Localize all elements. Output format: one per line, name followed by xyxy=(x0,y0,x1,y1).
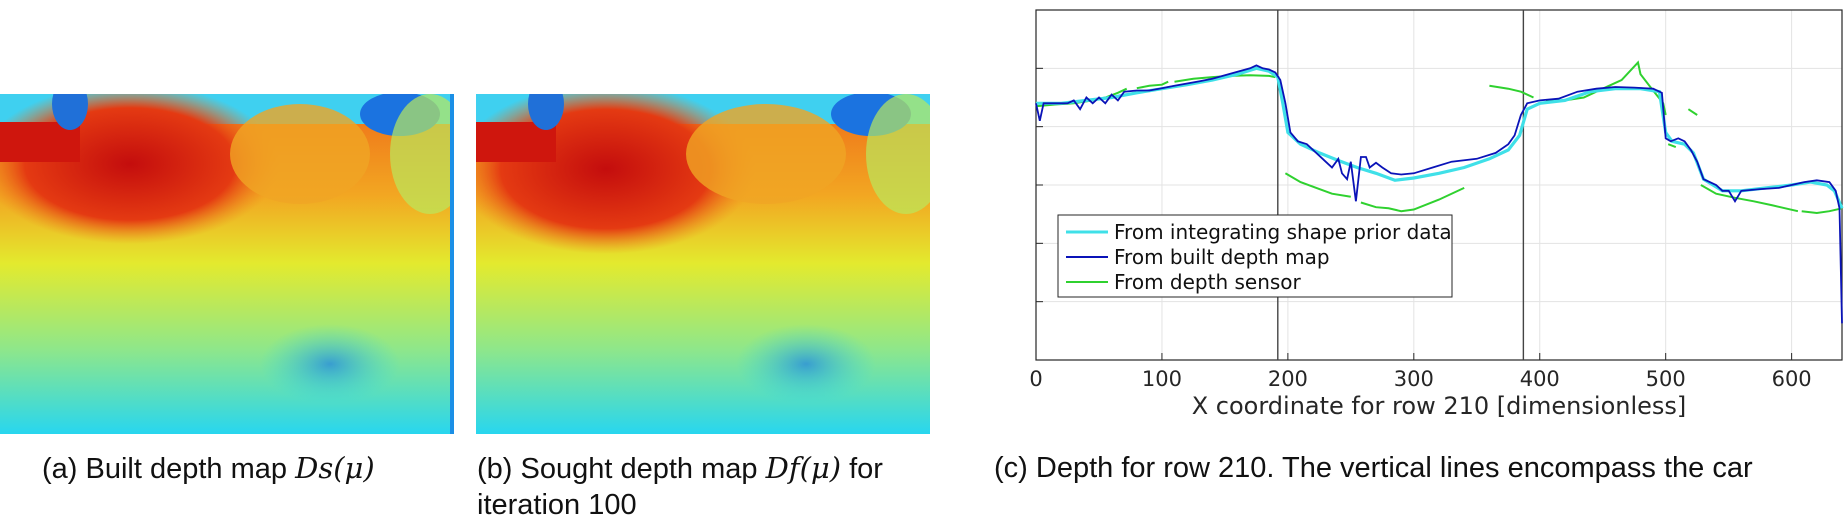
caption-b-suffix: for xyxy=(841,453,883,485)
caption-b-math: Df(μ) xyxy=(765,451,842,485)
x-tick-label: 600 xyxy=(1772,367,1812,391)
series-depth-sensor-segment xyxy=(1687,108,1698,116)
series-depth-sensor-segment xyxy=(1136,80,1169,90)
series-shape-prior-line xyxy=(1036,66,1844,209)
series-depth-sensor-segment xyxy=(1284,172,1351,198)
series-depth-sensor-segment xyxy=(1700,184,1799,213)
series-depth-sensor-segment xyxy=(1489,84,1534,99)
x-tick-label: 200 xyxy=(1268,367,1308,391)
built-depth-map-svg xyxy=(0,94,454,434)
depth-chart-svg: 01002003004005006000.40.50.60.70.80.91X … xyxy=(968,0,1844,420)
sought-depth-map-image xyxy=(476,94,930,434)
legend-label: From built depth map xyxy=(1114,245,1330,269)
x-tick-label: 100 xyxy=(1142,367,1182,391)
series-depth-sensor-segment xyxy=(1667,143,1677,149)
x-tick-label: 300 xyxy=(1394,367,1434,391)
legend-label: From depth sensor xyxy=(1114,270,1302,294)
caption-c-text: (c) Depth for row 210. The vertical line… xyxy=(994,452,1753,484)
caption-a-math: Ds(μ) xyxy=(295,451,375,485)
sought-depth-map-svg xyxy=(476,94,930,434)
series-built-depth-line xyxy=(1035,64,1843,324)
caption-b: (b) Sought depth map Df(μ) for iteration… xyxy=(477,450,997,523)
caption-a: (a) Built depth map Ds(μ) xyxy=(42,450,375,487)
x-axis-label: X coordinate for row 210 [dimensionless] xyxy=(1192,392,1687,420)
caption-a-text: (a) Built depth map xyxy=(42,453,296,485)
legend-label: From integrating shape prior data xyxy=(1114,220,1452,244)
caption-b-text: (b) Sought depth map xyxy=(477,453,766,485)
x-tick-label: 400 xyxy=(1520,367,1560,391)
series-depth-sensor-segment xyxy=(1801,207,1843,215)
depth-row-chart: 01002003004005006000.40.50.60.70.80.91X … xyxy=(968,0,1844,420)
series-depth-sensor-segment xyxy=(1546,60,1667,116)
x-tick-label: 0 xyxy=(1030,367,1043,391)
built-depth-map-image xyxy=(0,94,454,434)
caption-b-line2: iteration 100 xyxy=(477,489,637,521)
x-tick-label: 500 xyxy=(1646,367,1686,391)
caption-c: (c) Depth for row 210. The vertical line… xyxy=(994,450,1753,486)
legend-box xyxy=(1057,214,1453,298)
series-depth-sensor-segment xyxy=(1360,186,1465,213)
